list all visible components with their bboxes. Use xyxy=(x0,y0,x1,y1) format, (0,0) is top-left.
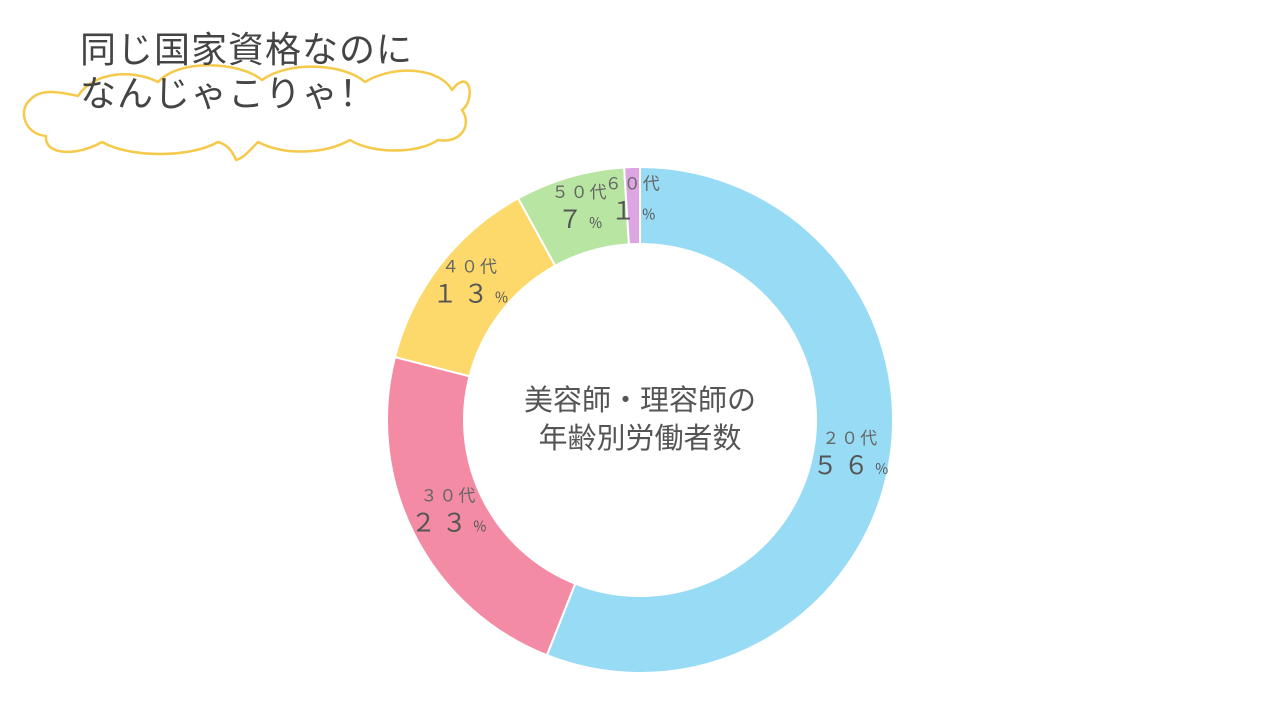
slice-50s-value-label: ７％ xyxy=(558,205,603,234)
bubble-line-1: 同じ国家資格なのに xyxy=(80,30,413,71)
speech-bubble: 同じ国家資格なのに なんじゃこりゃ！ xyxy=(22,30,471,162)
slice-20s-value-label: ５６％ xyxy=(813,451,889,480)
speech-bubble-outline xyxy=(22,64,471,162)
slice-50s-category-label: ５０代 xyxy=(552,183,609,203)
chart-title-line-2: 年齢別労働者数 xyxy=(538,421,741,455)
donut-slices xyxy=(386,165,894,674)
chart-title-line-1: 美容師・理容師の xyxy=(524,383,756,417)
bubble-line-2: なんじゃこりゃ！ xyxy=(80,74,376,115)
slice-30s-category-label: ３０代 xyxy=(420,486,477,506)
slice-20s xyxy=(545,165,894,674)
slice-20s-category-label: ２０代 xyxy=(822,429,879,449)
slice-40s-value-label: １３％ xyxy=(433,280,509,309)
slice-40s-category-label: ４０代 xyxy=(442,258,499,278)
slice-30s-value-label: ２３％ xyxy=(411,508,487,537)
slice-60s xyxy=(623,165,641,246)
slice-60s-value-label: １％ xyxy=(611,197,656,226)
slice-60s-category-label: ６０代 xyxy=(605,175,662,195)
